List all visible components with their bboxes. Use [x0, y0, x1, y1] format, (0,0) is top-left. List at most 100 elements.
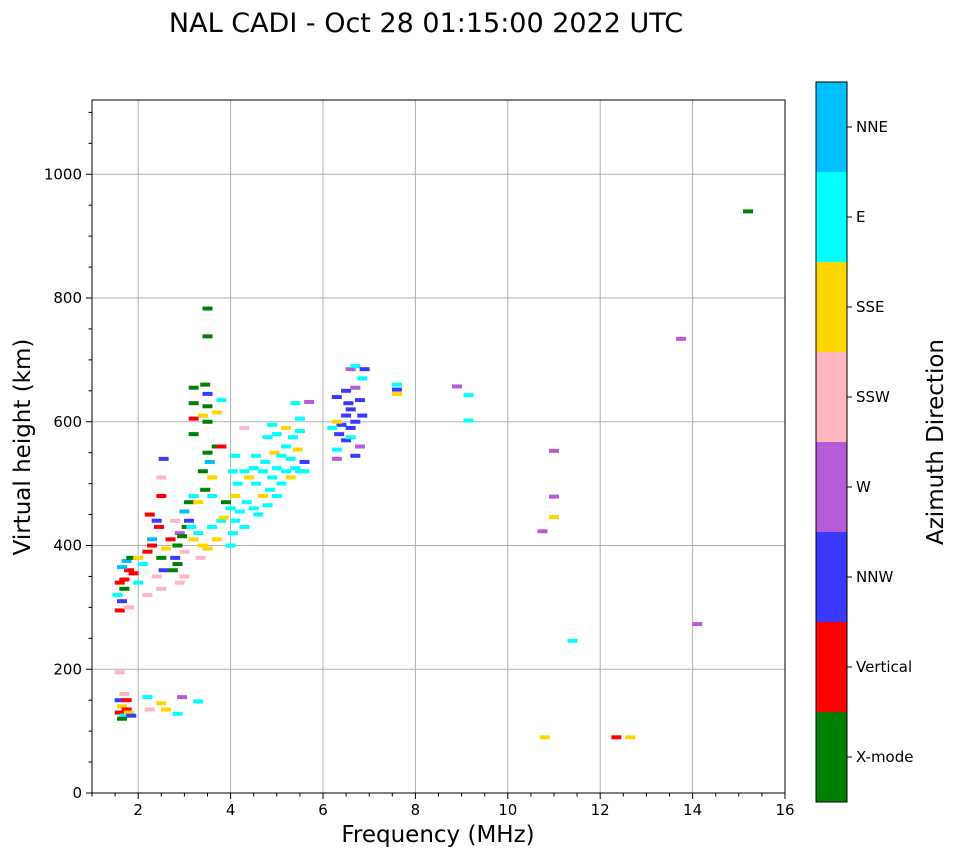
data-point — [276, 453, 287, 458]
data-point — [114, 580, 125, 585]
x-tick-label: 10 — [498, 801, 517, 819]
data-point — [133, 555, 144, 560]
data-point — [239, 425, 250, 430]
x-tick-label: 16 — [775, 801, 794, 819]
data-point — [345, 407, 356, 412]
data-point — [197, 413, 208, 418]
colorbar-segment — [816, 712, 847, 802]
colorbar-segment — [816, 352, 847, 442]
data-point — [257, 494, 268, 498]
data-point — [188, 432, 199, 437]
data-point — [174, 531, 185, 536]
data-point — [227, 531, 238, 536]
data-point — [218, 515, 229, 520]
data-point — [179, 509, 190, 514]
data-point — [290, 466, 301, 471]
data-point — [357, 376, 368, 381]
data-point — [188, 494, 199, 498]
data-point — [156, 555, 167, 560]
data-point — [276, 481, 287, 486]
y-tick-label: 1000 — [44, 165, 82, 183]
data-point — [230, 518, 241, 523]
data-point — [117, 599, 128, 604]
data-point — [179, 574, 190, 579]
y-axis-label: Virtual height (km) — [10, 339, 36, 556]
data-point — [200, 487, 211, 492]
data-point — [156, 475, 167, 480]
data-point — [188, 401, 199, 406]
data-point — [188, 537, 199, 542]
y-tick-label: 0 — [72, 784, 82, 802]
data-point — [117, 716, 128, 721]
data-point — [142, 593, 153, 597]
data-point — [177, 695, 188, 700]
data-point — [174, 580, 185, 585]
data-point — [331, 456, 342, 461]
data-point — [225, 506, 236, 511]
data-point — [114, 670, 125, 675]
grid-lines — [92, 100, 785, 793]
colorbar-tick-label: Vertical — [856, 658, 912, 676]
data-point — [251, 453, 262, 458]
data-point — [186, 524, 197, 529]
data-point — [207, 494, 218, 498]
colorbar-tick-label: NNW — [856, 568, 893, 586]
data-point — [220, 500, 231, 505]
data-point — [334, 432, 345, 437]
colorbar-tick-label: SSW — [856, 388, 890, 406]
data-point — [170, 518, 181, 523]
data-point — [244, 475, 255, 480]
data-point — [391, 391, 402, 396]
data-point — [248, 506, 259, 511]
data-point — [225, 543, 236, 548]
data-point — [331, 447, 342, 452]
data-point — [156, 494, 167, 498]
data-point — [271, 432, 282, 437]
data-point — [260, 459, 271, 464]
data-point — [292, 447, 303, 452]
data-point — [267, 475, 278, 480]
data-point — [144, 512, 155, 517]
x-tick-label: 14 — [683, 801, 702, 819]
data-point — [251, 481, 262, 486]
colorbar-segment — [816, 532, 847, 622]
colorbar-tick-label: NNE — [856, 118, 888, 136]
data-point — [743, 209, 754, 214]
data-point — [285, 475, 296, 480]
data-point — [184, 518, 195, 523]
data-point — [156, 701, 167, 706]
data-point — [299, 459, 310, 464]
data-point — [202, 391, 213, 396]
data-point — [144, 707, 155, 712]
data-point — [188, 385, 199, 390]
data-point — [331, 395, 342, 399]
data-point — [158, 568, 169, 573]
data-point — [234, 509, 245, 514]
data-point — [567, 638, 578, 643]
data-point — [114, 608, 125, 613]
x-tick-label: 6 — [318, 801, 328, 819]
data-point — [345, 435, 356, 440]
data-point — [345, 425, 356, 430]
data-point — [391, 382, 402, 387]
data-point — [200, 382, 211, 387]
data-point — [341, 438, 352, 443]
data-point — [179, 549, 190, 554]
colorbar-tick-label: X-mode — [856, 748, 913, 766]
x-tick-label: 8 — [411, 801, 421, 819]
data-point — [257, 469, 268, 474]
data-point — [239, 524, 250, 529]
colorbar-tick-label: E — [856, 208, 865, 226]
colorbar-segment — [816, 172, 847, 262]
data-point — [202, 546, 213, 551]
plot-area-frame — [91, 99, 786, 794]
data-point — [354, 398, 365, 403]
data-point — [188, 416, 199, 421]
data-point — [165, 537, 176, 542]
colorbar-label: Azimuth Direction — [923, 339, 949, 545]
data-point — [147, 537, 158, 542]
data-point — [156, 586, 167, 591]
data-point — [172, 562, 183, 567]
data-point — [177, 534, 188, 539]
data-point — [207, 475, 218, 480]
